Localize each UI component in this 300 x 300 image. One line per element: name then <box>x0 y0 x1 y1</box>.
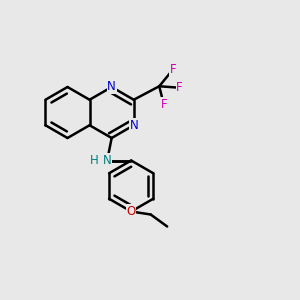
Text: N: N <box>103 154 112 167</box>
Text: N: N <box>107 80 116 94</box>
Text: O: O <box>127 205 136 218</box>
Text: F: F <box>176 81 183 94</box>
Text: F: F <box>169 63 176 76</box>
Text: H: H <box>89 154 98 167</box>
Text: F: F <box>160 98 167 111</box>
Text: N: N <box>129 119 138 132</box>
